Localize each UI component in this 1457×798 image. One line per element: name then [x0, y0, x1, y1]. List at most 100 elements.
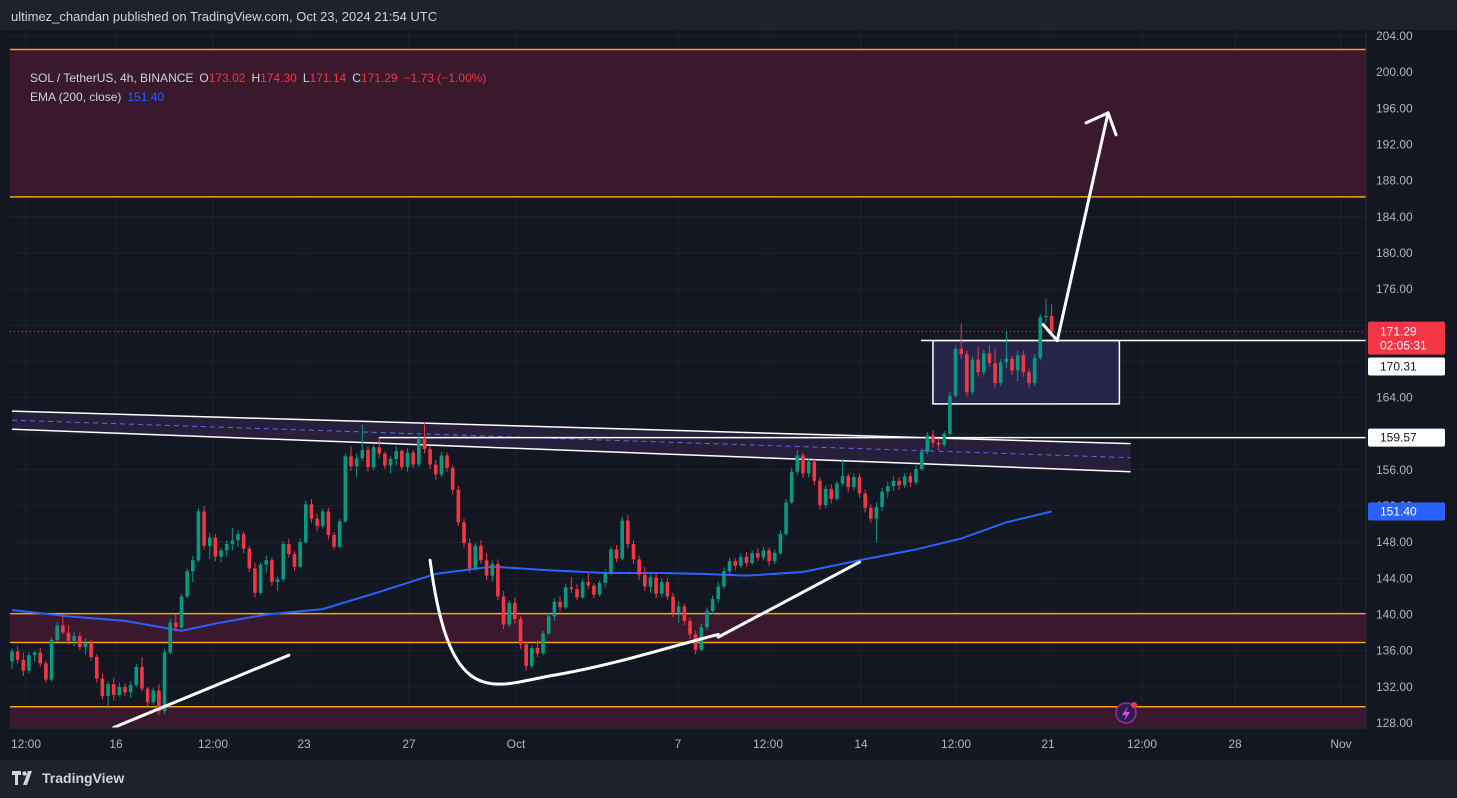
candle-body — [857, 477, 862, 494]
legend-close-label: C — [352, 71, 361, 85]
candle-bear — [123, 683, 127, 696]
candle-bear — [21, 652, 26, 676]
candle-body — [705, 610, 709, 628]
price-chart[interactable]: 204.00 200.00 196.00 192.00 188.00 184.00 180.… — [10, 30, 1447, 759]
candle-body — [320, 511, 325, 526]
candle-bull — [778, 530, 783, 555]
countdown-text: 02:05:31 — [1380, 339, 1427, 353]
time-tick-label: Oct — [507, 737, 526, 751]
candle-body — [784, 502, 788, 535]
candle-body — [349, 456, 353, 467]
candle-bull — [507, 600, 511, 628]
candle-bull — [1015, 350, 1020, 382]
candle-bull — [982, 349, 986, 375]
candle-bear — [535, 640, 540, 658]
ema-price-badge — [1368, 502, 1445, 521]
candle-body — [744, 556, 749, 564]
candle-body — [925, 435, 930, 452]
candle-body — [671, 596, 675, 613]
candle-bear — [253, 563, 257, 598]
candle-bear — [111, 677, 116, 701]
tradingview-logo[interactable]: TradingView — [12, 770, 124, 786]
candle-body — [61, 625, 65, 633]
channel-fill — [12, 411, 1131, 472]
candle-bull — [546, 612, 551, 636]
candle-body — [880, 491, 884, 507]
price-tick-label: 132.00 — [1376, 680, 1413, 694]
candle-body — [21, 659, 26, 671]
candle-bear — [445, 452, 449, 472]
candle-body — [134, 666, 139, 686]
price-tick-label: 192.00 — [1376, 137, 1413, 151]
candle-body — [982, 353, 986, 373]
candle-body — [840, 476, 845, 484]
candle-body — [818, 480, 822, 506]
time-tick-label: 28 — [1228, 737, 1242, 751]
candle-body — [1044, 316, 1048, 318]
lightning-icon — [1122, 706, 1130, 721]
alert-icon[interactable] — [1115, 702, 1137, 724]
candle-bull — [541, 630, 545, 656]
time-axis[interactable]: 12:00 16 12:00 23 27 Oct 7 12:00 14 12:00 21 12:00 2… — [11, 737, 1352, 751]
candle-bear — [292, 551, 297, 572]
candle-body — [891, 480, 896, 487]
candle-body — [688, 620, 692, 635]
candle-body — [400, 450, 404, 468]
candle-bear — [846, 473, 850, 493]
candle-bull — [343, 453, 348, 524]
candle-body — [140, 666, 144, 689]
candle-body — [524, 644, 528, 667]
candle-body — [439, 455, 444, 475]
candle-body — [473, 545, 478, 569]
candle-bear — [309, 498, 314, 524]
candle-body — [270, 560, 274, 582]
candle-bull — [789, 468, 794, 505]
channel-lower-line — [11, 428, 1131, 473]
candle-body — [733, 561, 737, 566]
candle-bear — [1021, 350, 1026, 377]
price-tick-label: 196.00 — [1376, 101, 1413, 115]
candle-body — [919, 451, 924, 469]
candle-bull — [264, 555, 269, 573]
chart-frame[interactable]: 204.00 200.00 196.00 192.00 188.00 184.00 180.… — [10, 30, 1447, 759]
candle-bear — [931, 430, 935, 448]
last-price-text: 171.29 — [1380, 325, 1417, 339]
candle-body — [665, 581, 670, 597]
candle-body — [49, 639, 54, 680]
candle-bear — [247, 545, 252, 573]
descending-channel — [11, 339, 1366, 473]
candle-body — [179, 596, 184, 628]
candle-bull — [835, 480, 839, 501]
candle-body — [535, 647, 540, 654]
candle-bull — [902, 473, 907, 488]
candle-body — [756, 553, 760, 558]
candle-bull — [880, 487, 884, 511]
candle-body — [281, 544, 285, 580]
chart-legend: SOL / TetherUS, 4h, BINANCE O173.02 H174… — [30, 69, 486, 107]
ema-price-text: 151.40 — [1380, 504, 1417, 518]
candle-body — [936, 442, 941, 445]
legend-ema-label[interactable]: EMA (200, close) — [30, 90, 122, 104]
candle-bear — [100, 673, 105, 700]
candle-bull — [563, 583, 568, 610]
legend-symbol[interactable]: SOL / TetherUS, 4h, BINANCE — [30, 71, 194, 85]
candle-bear — [959, 323, 963, 359]
candle-bull — [49, 637, 54, 682]
candle-bear — [450, 465, 455, 495]
footer-bar: TradingView — [0, 760, 1457, 798]
candle-body — [959, 348, 963, 355]
candle-bear — [733, 558, 737, 571]
candle-bull — [1038, 314, 1043, 361]
price-tick-label: 204.00 — [1376, 30, 1413, 43]
candle-bull — [722, 567, 726, 590]
legend-close: 171.29 — [360, 71, 398, 85]
candle-bull — [705, 607, 709, 630]
candle-bull — [191, 555, 195, 582]
candle-bear — [592, 582, 596, 599]
candle-bear — [462, 518, 466, 548]
candle-body — [174, 622, 178, 628]
candle-bear — [44, 660, 48, 683]
candle-bear — [496, 559, 500, 601]
candle-body — [253, 568, 257, 593]
candle-bull — [417, 435, 421, 468]
